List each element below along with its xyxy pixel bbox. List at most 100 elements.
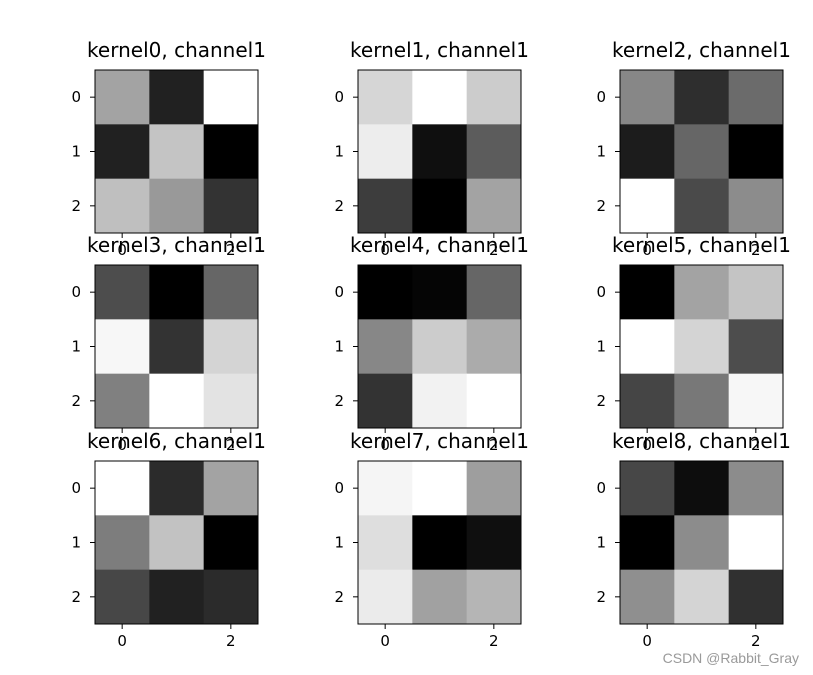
- heatmap-cell-r2-c1: [412, 373, 468, 429]
- heatmap-cell-r1-c2: [203, 124, 259, 180]
- heatmap-cell-r0-c1: [412, 70, 468, 125]
- heatmap-cell-r0-c0: [95, 70, 150, 125]
- heatmap-cell-r0-c2: [466, 461, 522, 516]
- heatmap-cell-r0-c1: [674, 265, 730, 320]
- y-tick-label: 0: [596, 88, 606, 106]
- subplot-7: 0 2 0 1 2: [334, 460, 522, 650]
- heatmap-cell-r1-c1: [149, 124, 205, 180]
- subplot-title: kernel6, channel1: [87, 429, 266, 453]
- heatmap-cell-r2-c2: [728, 569, 784, 625]
- heatmap-cell-r0-c1: [149, 70, 205, 125]
- y-tick-label: 2: [71, 197, 81, 215]
- y-tick-label: 1: [596, 338, 606, 356]
- y-tick-label: 1: [596, 534, 606, 552]
- heatmap-cell-r2-c1: [674, 373, 730, 429]
- heatmap-cell-r0-c0: [620, 461, 675, 516]
- x-tick-label: 0: [117, 632, 127, 650]
- x-tick-label: 0: [380, 241, 390, 259]
- subplot-title: kernel5, channel1: [612, 233, 791, 257]
- heatmap-cell-r1-c1: [412, 515, 468, 571]
- heatmap-cell-r1-c0: [358, 319, 413, 375]
- y-tick-label: 0: [596, 283, 606, 301]
- heatmap-cell-r2-c0: [620, 569, 675, 625]
- y-tick-label: 0: [334, 88, 344, 106]
- heatmap-cell-r0-c2: [203, 461, 259, 516]
- subplot-title: kernel3, channel1: [87, 233, 266, 257]
- x-tick-label: 2: [489, 241, 499, 259]
- heatmap-cell-r1-c0: [620, 319, 675, 375]
- heatmap-cell-r0-c0: [620, 70, 675, 125]
- heatmap-cell-r0-c2: [466, 70, 522, 125]
- heatmap-cell-r1-c0: [358, 515, 413, 571]
- heatmap-cell-r1-c0: [358, 124, 413, 180]
- heatmap-cell-r0-c2: [728, 265, 784, 320]
- heatmap-cell-r2-c1: [149, 569, 205, 625]
- heatmap-cell-r2-c0: [620, 373, 675, 429]
- y-tick-label: 1: [334, 143, 344, 161]
- watermark-text: CSDN @Rabbit_Gray: [662, 650, 799, 666]
- heatmap-cell-r0-c2: [466, 265, 522, 320]
- heatmap-cell-r2-c0: [620, 178, 675, 234]
- heatmap-cell-r1-c1: [412, 124, 468, 180]
- heatmap-cell-r2-c0: [358, 569, 413, 625]
- subplot-5: 0 2 0 1 2: [596, 264, 784, 454]
- heatmap-cell-r2-c0: [358, 178, 413, 234]
- x-tick-label: 0: [117, 241, 127, 259]
- heatmap-cell-r0-c1: [412, 461, 468, 516]
- heatmap-cell-r2-c0: [95, 569, 150, 625]
- heatmap-cell-r0-c0: [358, 265, 413, 320]
- heatmap-cell-r1-c0: [620, 515, 675, 571]
- subplot-title: kernel0, channel1: [87, 38, 266, 62]
- heatmap-cell-r0-c0: [95, 461, 150, 516]
- heatmap-cell-r1-c2: [728, 124, 784, 180]
- heatmap-cell-r2-c1: [674, 178, 730, 234]
- heatmap-cell-r2-c1: [149, 178, 205, 234]
- heatmap-cell-r0-c1: [149, 265, 205, 320]
- heatmap-cell-r1-c1: [674, 124, 730, 180]
- x-tick-label: 2: [489, 632, 499, 650]
- heatmap-cell-r2-c1: [412, 569, 468, 625]
- y-tick-label: 2: [334, 588, 344, 606]
- y-tick-label: 2: [334, 392, 344, 410]
- subplot-8: 0 2 0 1 2: [596, 460, 784, 650]
- y-tick-label: 2: [596, 588, 606, 606]
- subplot-title: kernel7, channel1: [350, 429, 529, 453]
- x-tick-label: 0: [117, 436, 127, 454]
- x-tick-label: 0: [380, 632, 390, 650]
- y-tick-label: 2: [334, 197, 344, 215]
- heatmap-cell-r1-c2: [203, 319, 259, 375]
- y-tick-label: 0: [71, 88, 81, 106]
- x-tick-label: 2: [226, 632, 236, 650]
- x-tick-label: 2: [226, 436, 236, 454]
- y-tick-label: 1: [71, 338, 81, 356]
- subplot-title: kernel8, channel1: [612, 429, 791, 453]
- x-tick-label: 2: [751, 241, 761, 259]
- heatmap-cell-r1-c2: [728, 515, 784, 571]
- heatmap-cell-r1-c1: [149, 319, 205, 375]
- heatmap-cell-r0-c0: [358, 461, 413, 516]
- y-tick-label: 2: [596, 197, 606, 215]
- heatmap-cell-r0-c1: [412, 265, 468, 320]
- heatmap-cell-r1-c0: [95, 515, 150, 571]
- x-tick-label: 2: [226, 241, 236, 259]
- y-tick-label: 2: [71, 588, 81, 606]
- subplot-2: 0 2 0 1 2: [596, 69, 784, 259]
- subplot-6: 0 2 0 1 2: [71, 460, 259, 650]
- heatmap-cell-r2-c0: [95, 178, 150, 234]
- y-tick-label: 0: [596, 479, 606, 497]
- heatmap-cell-r1-c0: [95, 319, 150, 375]
- heatmap-cell-r0-c2: [203, 70, 259, 125]
- x-tick-label: 2: [751, 632, 761, 650]
- heatmap-cell-r2-c2: [728, 373, 784, 429]
- heatmap-cell-r2-c1: [149, 373, 205, 429]
- y-tick-label: 1: [334, 338, 344, 356]
- y-tick-label: 2: [596, 392, 606, 410]
- heatmap-cell-r1-c1: [149, 515, 205, 571]
- subplot-4: 0 2 0 1 2: [334, 264, 522, 454]
- y-tick-label: 1: [596, 143, 606, 161]
- heatmap-cell-r1-c0: [620, 124, 675, 180]
- x-tick-label: 2: [489, 436, 499, 454]
- y-tick-label: 0: [334, 479, 344, 497]
- y-tick-label: 1: [71, 143, 81, 161]
